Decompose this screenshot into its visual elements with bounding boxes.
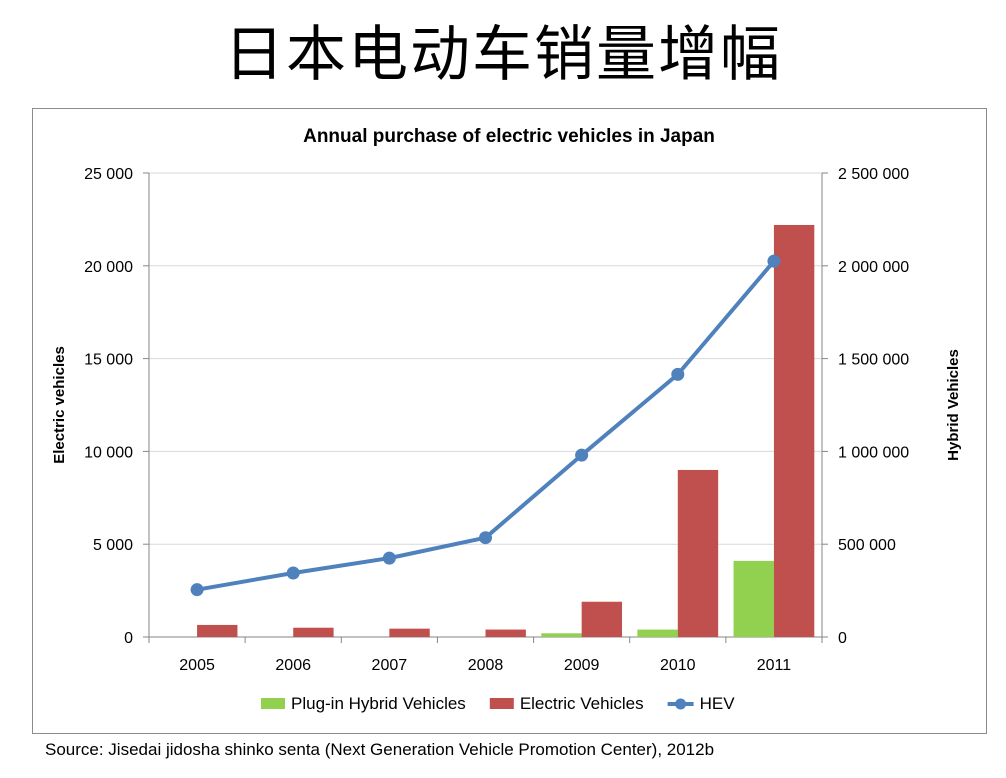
legend-marker: [675, 698, 687, 710]
bar-electric-vehicles: [197, 624, 238, 637]
y-tick-label: 10 000: [84, 444, 133, 461]
y-tick-label: 5 000: [93, 537, 133, 554]
y2-axis-title: Hybrid Vehicles: [945, 349, 962, 461]
hev-point: [190, 583, 204, 597]
y2-tick-label: 1 000 000: [838, 444, 909, 461]
bar-electric-vehicles: [293, 627, 334, 637]
y2-tick-label: 2 500 000: [838, 166, 909, 183]
hev-point: [479, 531, 492, 545]
x-tick-label: 2009: [564, 657, 600, 674]
bar-plug-in-hybrid-vehicles: [541, 633, 582, 637]
y2-tick-label: 1 500 000: [838, 352, 909, 369]
hev-point: [671, 367, 685, 381]
legend-swatch: [489, 698, 514, 709]
hev-point: [286, 566, 300, 580]
source-note: Source: Jisedai jidosha shinko senta (Ne…: [45, 740, 715, 759]
slide-title: 日本电动车销量增幅: [224, 20, 782, 90]
bar-plug-in-hybrid-vehicles: [637, 629, 678, 637]
x-tick-label: 2010: [660, 657, 696, 674]
y-axis-title: Electric vehicles: [51, 346, 68, 464]
bars: [197, 224, 815, 637]
y2-tick-label: 500 000: [838, 537, 896, 554]
y-tick-label: 20 000: [84, 259, 133, 276]
bar-plug-in-hybrid-vehicles: [733, 560, 774, 637]
y2-tick-label: 2 000 000: [838, 259, 909, 276]
chart-title: Annual purchase of electric vehicles in …: [303, 126, 715, 147]
legend-swatch: [261, 698, 285, 709]
hev-line: [190, 254, 781, 597]
x-tick-label: 2006: [275, 657, 311, 674]
y-tick-label: 25 000: [84, 166, 133, 183]
y2-tick-label: 0: [838, 630, 847, 647]
axes: [143, 172, 828, 643]
axis-labels: 0 0 5 000 500 000 10 000 1 000 000 15 000 1 500…: [51, 166, 962, 674]
legend-label: Electric Vehicles: [520, 694, 644, 713]
legend-label: Plug-in Hybrid Vehicles: [291, 694, 466, 713]
x-tick-label: 2008: [468, 657, 504, 674]
gridlines: [149, 172, 822, 545]
y-tick-label: 15 000: [84, 352, 133, 369]
hev-point: [382, 551, 396, 565]
x-tick-label: 2007: [372, 657, 408, 674]
chart-frame: Annual purchase of electric vehicles in …: [32, 108, 987, 734]
bar-electric-vehicles: [581, 601, 623, 637]
hev-point: [575, 448, 589, 462]
bar-electric-vehicles: [677, 469, 719, 637]
legend: Plug-in Hybrid Vehicles Electric Vehicles…: [261, 694, 735, 713]
bar-electric-vehicles: [389, 628, 430, 637]
chart: Annual purchase of electric vehicles in …: [51, 126, 962, 713]
bar-electric-vehicles: [485, 629, 526, 637]
bar-electric-vehicles: [773, 224, 815, 637]
legend-label: HEV: [700, 694, 736, 713]
x-tick-label: 2005: [179, 657, 215, 674]
y-tick-label: 0: [124, 630, 133, 647]
x-tick-label: 2011: [757, 657, 792, 674]
hev-point: [767, 254, 781, 268]
